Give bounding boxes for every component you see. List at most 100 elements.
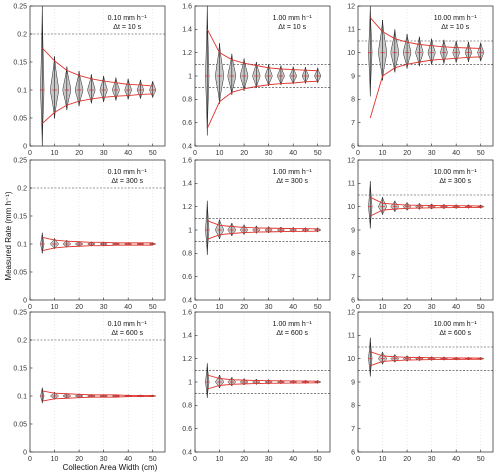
- x-tick-label: 20: [240, 304, 248, 311]
- rate-annotation: 0.10 mm h⁻¹: [108, 321, 148, 328]
- panel-6: 6 7 8 9 10 11 12 0 10 20 30 40 50 10.00 mm h⁻¹ Δt = 30…: [347, 157, 494, 311]
- panel-2: 0.4 0.6 0.8 1 1.2 1.4 1.6 0 10 20 30 40 50 1.00 mm h⁻…: [182, 3, 331, 157]
- y-tick-label: 8: [351, 97, 355, 104]
- y-tick-label: 8: [351, 403, 355, 410]
- x-tick-label: 50: [477, 150, 485, 157]
- envelope-lower-line: [370, 206, 481, 217]
- y-tick-label: 0.2: [17, 337, 27, 344]
- y-tick-label: 0.05: [13, 115, 27, 122]
- y-tick-label: 0.4: [182, 297, 192, 304]
- envelope-upper-line: [370, 351, 481, 359]
- x-tick-label: 10: [51, 304, 59, 311]
- y-tick-label: 1.2: [182, 204, 192, 211]
- rate-annotation: 1.00 mm h⁻¹: [273, 321, 313, 328]
- y-tick-label: 0.15: [13, 213, 27, 220]
- x-tick-label: 0: [28, 456, 32, 463]
- y-tick-label: 0.8: [182, 97, 192, 104]
- x-tick-label: 40: [124, 304, 132, 311]
- y-tick-label: 7: [351, 274, 355, 281]
- envelope-lower-line: [370, 358, 481, 367]
- y-tick-label: 1.6: [182, 309, 192, 316]
- x-tick-label: 40: [452, 150, 460, 157]
- y-tick-label: 12: [347, 157, 355, 164]
- dt-annotation: Δt = 10 s: [278, 24, 306, 31]
- x-tick-label: 30: [265, 304, 273, 311]
- y-tick-label: 0.15: [13, 365, 27, 372]
- y-tick-label: 0: [23, 449, 27, 456]
- envelope-lower-line: [207, 382, 318, 390]
- x-tick-label: 40: [289, 304, 297, 311]
- x-tick-label: 10: [216, 456, 224, 463]
- y-tick-label: 0.05: [13, 269, 27, 276]
- axes-frame: [29, 5, 166, 147]
- y-tick-label: 11: [348, 333, 355, 340]
- y-tick-label: 8: [351, 251, 355, 258]
- x-tick-label: 40: [289, 150, 297, 157]
- x-tick-label: 0: [28, 150, 32, 157]
- panel-3: 6 7 8 9 10 11 12 0 10 20 30 40 50 10.00 mm h⁻¹ Δt = 10…: [347, 3, 494, 157]
- rate-annotation: 0.10 mm h⁻¹: [108, 15, 148, 22]
- envelope-lower-line: [207, 230, 318, 240]
- y-tick-label: 6: [351, 143, 355, 150]
- x-tick-label: 10: [51, 456, 59, 463]
- axes-frame: [29, 311, 166, 453]
- y-tick-label: 0.6: [182, 120, 192, 127]
- x-tick-label: 50: [314, 304, 322, 311]
- y-tick-label: 6: [351, 297, 355, 304]
- x-tick-label: 20: [75, 304, 83, 311]
- y-tick-label: 10: [347, 356, 355, 363]
- envelope-upper-line: [41, 47, 153, 87]
- x-tick-label: 10: [216, 304, 224, 311]
- x-tick-label: 10: [51, 150, 59, 157]
- panel-7: 0 0.05 0.1 0.15 0.2 0.25 0 10 20 30 40 50 0.10 mm h⁻…: [13, 309, 166, 463]
- plot-area: [358, 312, 493, 452]
- y-tick-label: 11: [348, 181, 355, 188]
- x-tick-label: 30: [265, 150, 273, 157]
- x-tick-label: 10: [216, 150, 224, 157]
- rate-annotation: 1.00 mm h⁻¹: [273, 15, 313, 22]
- panel-5: 0.4 0.6 0.8 1 1.2 1.4 1.6 0 10 20 30 40 50 1.00 mm h⁻…: [182, 157, 331, 311]
- dt-annotation: Δt = 300 s: [439, 178, 471, 185]
- envelope-upper-line: [207, 374, 318, 382]
- plot-area: [30, 160, 165, 300]
- envelope-lower-line: [42, 396, 153, 402]
- panel-9: 6 7 8 9 10 11 12 0 10 20 30 40 50 10.00 mm h⁻¹ Δt = 60…: [347, 309, 494, 463]
- x-tick-label: 50: [149, 150, 157, 157]
- x-tick-label: 20: [403, 150, 411, 157]
- x-tick-label: 50: [477, 304, 485, 311]
- x-tick-label: 30: [100, 304, 108, 311]
- x-tick-label: 50: [149, 456, 157, 463]
- rate-annotation: 10.00 mm h⁻¹: [434, 169, 478, 176]
- envelope-lower-line: [206, 80, 318, 129]
- envelope-upper-line: [369, 17, 481, 49]
- y-tick-label: 0.1: [17, 87, 27, 94]
- x-tick-label: 10: [379, 304, 387, 311]
- plot-area: [30, 6, 165, 146]
- rate-annotation: 10.00 mm h⁻¹: [434, 321, 478, 328]
- y-tick-label: 12: [347, 3, 355, 10]
- y-tick-label: 9: [351, 227, 355, 234]
- x-tick-label: 20: [75, 150, 83, 157]
- y-tick-label: 7: [351, 426, 355, 433]
- panel-grid: 00.050.10.150.20.250 10 20 30 40 500.10 mm h⁻…: [13, 3, 494, 463]
- x-tick-label: 10: [379, 456, 387, 463]
- dt-annotation: Δt = 600 s: [439, 330, 471, 337]
- y-tick-label: 0.8: [182, 403, 192, 410]
- rate-annotation: 0.10 mm h⁻¹: [108, 169, 148, 176]
- y-tick-label: 0.8: [182, 251, 192, 258]
- y-tick-label: 11: [348, 27, 355, 34]
- y-tick-label: 1: [188, 379, 192, 386]
- x-tick-label: 40: [124, 150, 132, 157]
- y-tick-label: 1.2: [182, 50, 192, 57]
- x-tick-label: 20: [75, 456, 83, 463]
- envelope-upper-line: [207, 220, 318, 230]
- envelope-lower-line: [42, 244, 153, 252]
- y-tick-label: 12: [347, 309, 355, 316]
- x-tick-label: 40: [289, 456, 297, 463]
- y-tick-label: 0: [23, 143, 27, 150]
- y-tick-label: 0: [23, 297, 27, 304]
- x-tick-label: 20: [240, 456, 248, 463]
- x-tick-label: 30: [100, 150, 108, 157]
- y-tick-label: 7: [351, 120, 355, 127]
- x-tick-label: 0: [193, 456, 197, 463]
